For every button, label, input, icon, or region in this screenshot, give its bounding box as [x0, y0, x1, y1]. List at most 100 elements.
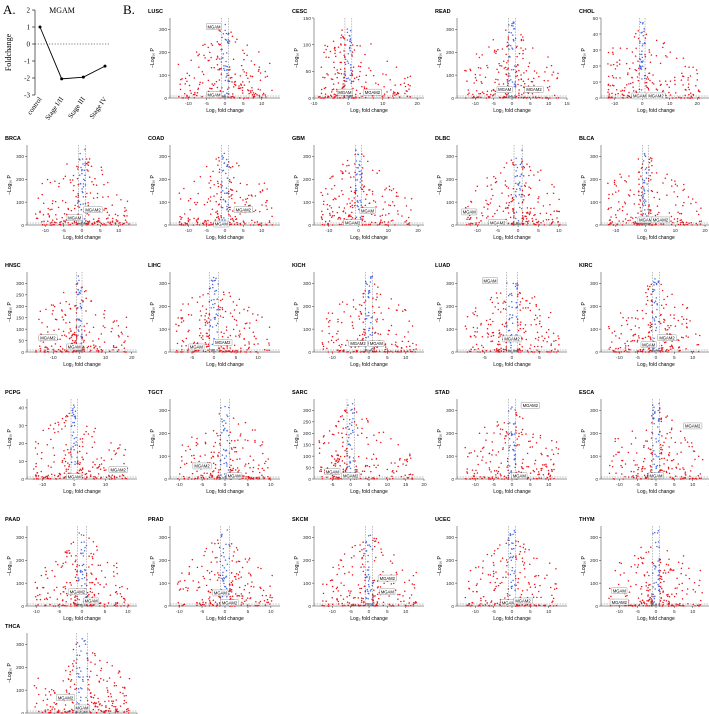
- volcano-point-significant: [261, 443, 263, 446]
- volcano-point-significant: [373, 311, 376, 314]
- volcano-point-significant: [357, 65, 360, 67]
- volcano-point-significant: [114, 223, 117, 225]
- volcano-point-significant: [64, 314, 67, 316]
- panel-a-data-point: [103, 64, 107, 68]
- volcano-point-pvalue: [366, 283, 368, 286]
- volcano-point-significant: [671, 185, 673, 187]
- volcano-point-significant: [336, 478, 338, 480]
- volcano-point-significant: [212, 170, 214, 173]
- volcano-point-significant: [109, 222, 111, 225]
- volcano-point-significant: [395, 341, 397, 343]
- volcano-point-significant: [625, 180, 628, 183]
- volcano-point-significant: [385, 73, 387, 76]
- volcano-point-significant: [649, 322, 652, 324]
- volcano-y-tick-label: 10: [593, 80, 599, 86]
- volcano-point-pvalue: [509, 56, 511, 58]
- volcano-point-significant: [323, 434, 325, 437]
- volcano-point-significant: [480, 96, 482, 99]
- volcano-point-significant: [258, 183, 260, 185]
- volcano-point-significant: [89, 345, 92, 348]
- volcano-point-significant: [648, 161, 651, 164]
- volcano-point-significant: [379, 221, 382, 223]
- volcano-point-significant: [640, 224, 643, 226]
- volcano-point-significant: [68, 412, 70, 415]
- volcano-point-significant: [75, 338, 78, 340]
- volcano-point-significant: [258, 476, 260, 479]
- volcano-point-pvalue: [72, 431, 75, 433]
- volcano-point-significant: [33, 478, 35, 480]
- volcano-point-significant: [526, 211, 529, 214]
- volcano-point-pvalue: [644, 209, 646, 211]
- volcano-point-significant: [624, 86, 626, 89]
- volcano-point-significant: [397, 213, 399, 215]
- volcano-point-significant: [96, 458, 98, 460]
- volcano-point-significant: [49, 478, 51, 480]
- volcano-point-pvalue: [365, 282, 367, 284]
- volcano-point-pvalue: [510, 346, 512, 349]
- volcano-point-significant: [218, 347, 221, 349]
- volcano-point-ns: [513, 350, 516, 352]
- volcano-point-ns: [80, 223, 82, 226]
- volcano-point-significant: [363, 86, 366, 88]
- volcano-point-significant: [55, 318, 58, 321]
- volcano-point-significant: [475, 53, 478, 55]
- volcano-point-significant: [58, 182, 60, 185]
- volcano-point-significant: [243, 475, 245, 477]
- volcano-point-pvalue: [509, 79, 512, 81]
- volcano-point-pvalue: [71, 434, 74, 437]
- volcano-point-significant: [333, 48, 336, 50]
- volcano-point-significant: [342, 210, 345, 212]
- volcano-point-significant: [608, 327, 610, 330]
- volcano-y-tick-label: 100: [303, 454, 311, 460]
- volcano-point-significant: [683, 201, 685, 204]
- volcano-point-significant: [637, 223, 640, 225]
- volcano-point-significant: [95, 477, 98, 479]
- volcano-point-significant: [87, 433, 90, 435]
- volcano-point-significant: [656, 205, 659, 207]
- volcano-point-ns: [348, 96, 350, 98]
- volcano-point-significant: [530, 324, 532, 326]
- volcano-y-tick-label: 250: [303, 420, 311, 426]
- volcano-point-significant: [332, 40, 335, 43]
- volcano-point-significant: [372, 199, 375, 202]
- volcano-point-significant: [353, 163, 356, 165]
- volcano-point-significant: [245, 201, 248, 203]
- volcano-point-significant: [233, 309, 236, 311]
- volcano-point-significant: [189, 209, 191, 211]
- volcano-point-significant: [384, 224, 386, 226]
- volcano-point-significant: [494, 90, 497, 93]
- volcano-point-significant: [120, 331, 123, 333]
- volcano-point-significant: [235, 218, 238, 220]
- volcano-point-significant: [648, 351, 651, 353]
- volcano-point-significant: [660, 344, 663, 347]
- volcano-point-pvalue: [515, 164, 517, 166]
- volcano-point-significant: [529, 347, 531, 350]
- volcano-point-pvalue: [214, 318, 216, 320]
- volcano-point-significant: [47, 213, 49, 215]
- volcano-point-pvalue: [651, 316, 654, 319]
- volcano-point-significant: [329, 177, 331, 180]
- volcano-point-pvalue: [225, 32, 228, 35]
- volcano-point-significant: [67, 462, 69, 464]
- volcano-point-pvalue: [656, 308, 658, 311]
- volcano-point-significant: [379, 333, 382, 335]
- volcano-point-significant: [217, 455, 219, 458]
- volcano-point-significant: [262, 452, 264, 455]
- volcano-point-significant: [333, 433, 335, 436]
- volcano-point-significant: [650, 329, 653, 332]
- volcano-x-tick-label: 20: [421, 482, 427, 488]
- volcano-point-significant: [208, 345, 210, 347]
- volcano-point-significant: [329, 214, 331, 216]
- volcano-point-pvalue: [355, 189, 358, 192]
- volcano-point-significant: [639, 223, 641, 225]
- volcano-x-tick-label: 20: [702, 228, 708, 234]
- volcano-point-significant: [500, 333, 502, 336]
- volcano-point-significant: [258, 471, 261, 474]
- volcano-gene-label: MGAM: [68, 474, 82, 479]
- volcano-point-significant: [624, 345, 627, 347]
- volcano-point-pvalue: [350, 69, 352, 71]
- volcano-point-significant: [208, 300, 211, 303]
- volcano-point-pvalue: [225, 69, 228, 71]
